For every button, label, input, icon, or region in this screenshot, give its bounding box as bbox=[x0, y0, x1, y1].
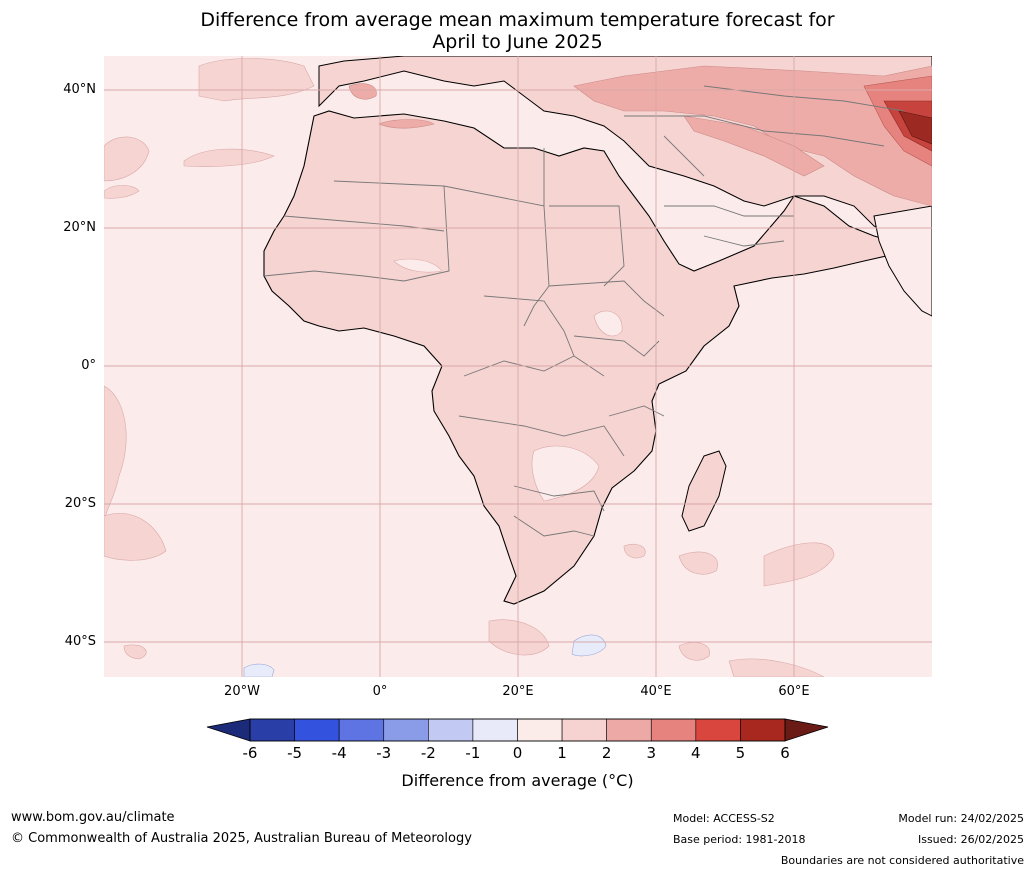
colorbar bbox=[206, 718, 829, 742]
country-borders bbox=[263, 85, 905, 537]
ocean-warm-patch bbox=[104, 136, 150, 182]
footer-issued: Issued: 26/02/2025 bbox=[917, 833, 1024, 846]
ocean-warm-patch bbox=[678, 642, 711, 661]
footer-base-period: Base period: 1981-2018 bbox=[673, 833, 806, 846]
colorbar-cell bbox=[517, 718, 563, 742]
colorbar-tick-label: -6 bbox=[242, 744, 258, 762]
africa-landmass bbox=[263, 110, 893, 605]
title-line-2: April to June 2025 bbox=[432, 31, 603, 53]
colorbar-tick-label: -3 bbox=[376, 744, 392, 762]
colorbar-cell bbox=[338, 718, 385, 742]
footer-website[interactable]: www.bom.gov.au/climate bbox=[11, 810, 175, 825]
lat-label-40s: 40°S bbox=[64, 634, 96, 649]
colorbar-tick-label: -1 bbox=[465, 744, 481, 762]
graticule bbox=[104, 56, 932, 677]
colorbar-cell bbox=[294, 718, 340, 742]
lat-label-equator: 0° bbox=[81, 358, 96, 373]
warm-band-2-3 bbox=[378, 119, 435, 129]
colorbar-tick-label: 4 bbox=[691, 744, 701, 762]
colorbar-tick-label: 5 bbox=[735, 744, 746, 762]
colorbar-under-arrow bbox=[206, 718, 251, 742]
ocean-warm-patch bbox=[623, 544, 646, 559]
colorbar-tick-label: -5 bbox=[287, 744, 303, 762]
ocean-warm-patch bbox=[678, 551, 718, 575]
colorbar-cell bbox=[249, 718, 295, 742]
map-panel[interactable] bbox=[104, 56, 932, 677]
colorbar-over-arrow bbox=[784, 718, 829, 742]
warm-band-2-3 bbox=[683, 115, 825, 177]
colorbar-cell bbox=[428, 718, 474, 742]
footer-copyright: © Commonwealth of Australia 2025, Austra… bbox=[11, 831, 472, 846]
land-low-anomaly bbox=[593, 310, 623, 337]
ocean-warm-patch bbox=[123, 644, 147, 660]
colorbar-tick-label: -4 bbox=[331, 744, 347, 762]
land-low-anomaly bbox=[393, 258, 443, 273]
ocean-cool-patch bbox=[243, 663, 275, 677]
colorbar-outline bbox=[249, 718, 786, 742]
india-landmass bbox=[873, 205, 932, 317]
lat-label-40n: 40°N bbox=[63, 82, 96, 97]
forecast-map bbox=[104, 56, 932, 677]
lon-label-20e: 20°E bbox=[502, 684, 534, 699]
colorbar-tick-label: -2 bbox=[420, 744, 436, 762]
warm-band-2-3 bbox=[348, 83, 377, 100]
colorbar-tick-label: 1 bbox=[557, 744, 567, 762]
lon-label-0: 0° bbox=[372, 684, 388, 699]
lat-label-20s: 20°S bbox=[64, 496, 96, 511]
lat-label-20n: 20°N bbox=[63, 220, 96, 235]
colorbar-cell bbox=[606, 718, 652, 742]
colorbar-cell bbox=[695, 718, 741, 742]
colorbar-tick-label: 0 bbox=[512, 744, 523, 762]
footer-model: Model: ACCESS-S2 bbox=[673, 812, 775, 825]
ocean-warm-patch bbox=[183, 148, 275, 167]
ocean-warm-patch bbox=[104, 185, 140, 199]
map-title: Difference from average mean maximum tem… bbox=[0, 9, 1035, 53]
colorbar-tick-label: 6 bbox=[780, 744, 790, 762]
colorbar-label: Difference from average (°C) bbox=[401, 771, 634, 790]
warm-band-5-6 bbox=[898, 110, 932, 145]
colorbar-cell bbox=[561, 718, 607, 742]
madagascar bbox=[681, 450, 727, 532]
colorbar-cell bbox=[740, 718, 786, 742]
lon-label-60e: 60°E bbox=[778, 684, 810, 699]
lon-label-40e: 40°E bbox=[640, 684, 672, 699]
ocean-warm-patch bbox=[488, 619, 550, 656]
land-low-anomaly bbox=[531, 445, 600, 502]
ocean-warm-patch bbox=[728, 658, 825, 677]
colorbar-tick-label: 3 bbox=[646, 744, 657, 762]
ocean-cool-patch bbox=[571, 634, 607, 657]
colorbar-tick-label: 2 bbox=[601, 744, 612, 762]
colorbar-cell bbox=[383, 718, 429, 742]
lon-label-20w: 20°W bbox=[224, 684, 260, 699]
colorbar-cell bbox=[650, 718, 697, 742]
ocean-warm-patch bbox=[104, 513, 167, 561]
colorbar-cell bbox=[472, 718, 518, 742]
footer-disclaimer: Boundaries are not considered authoritat… bbox=[780, 854, 1024, 867]
footer-model-run: Model run: 24/02/2025 bbox=[898, 812, 1024, 825]
title-line-1: Difference from average mean maximum tem… bbox=[200, 9, 835, 31]
